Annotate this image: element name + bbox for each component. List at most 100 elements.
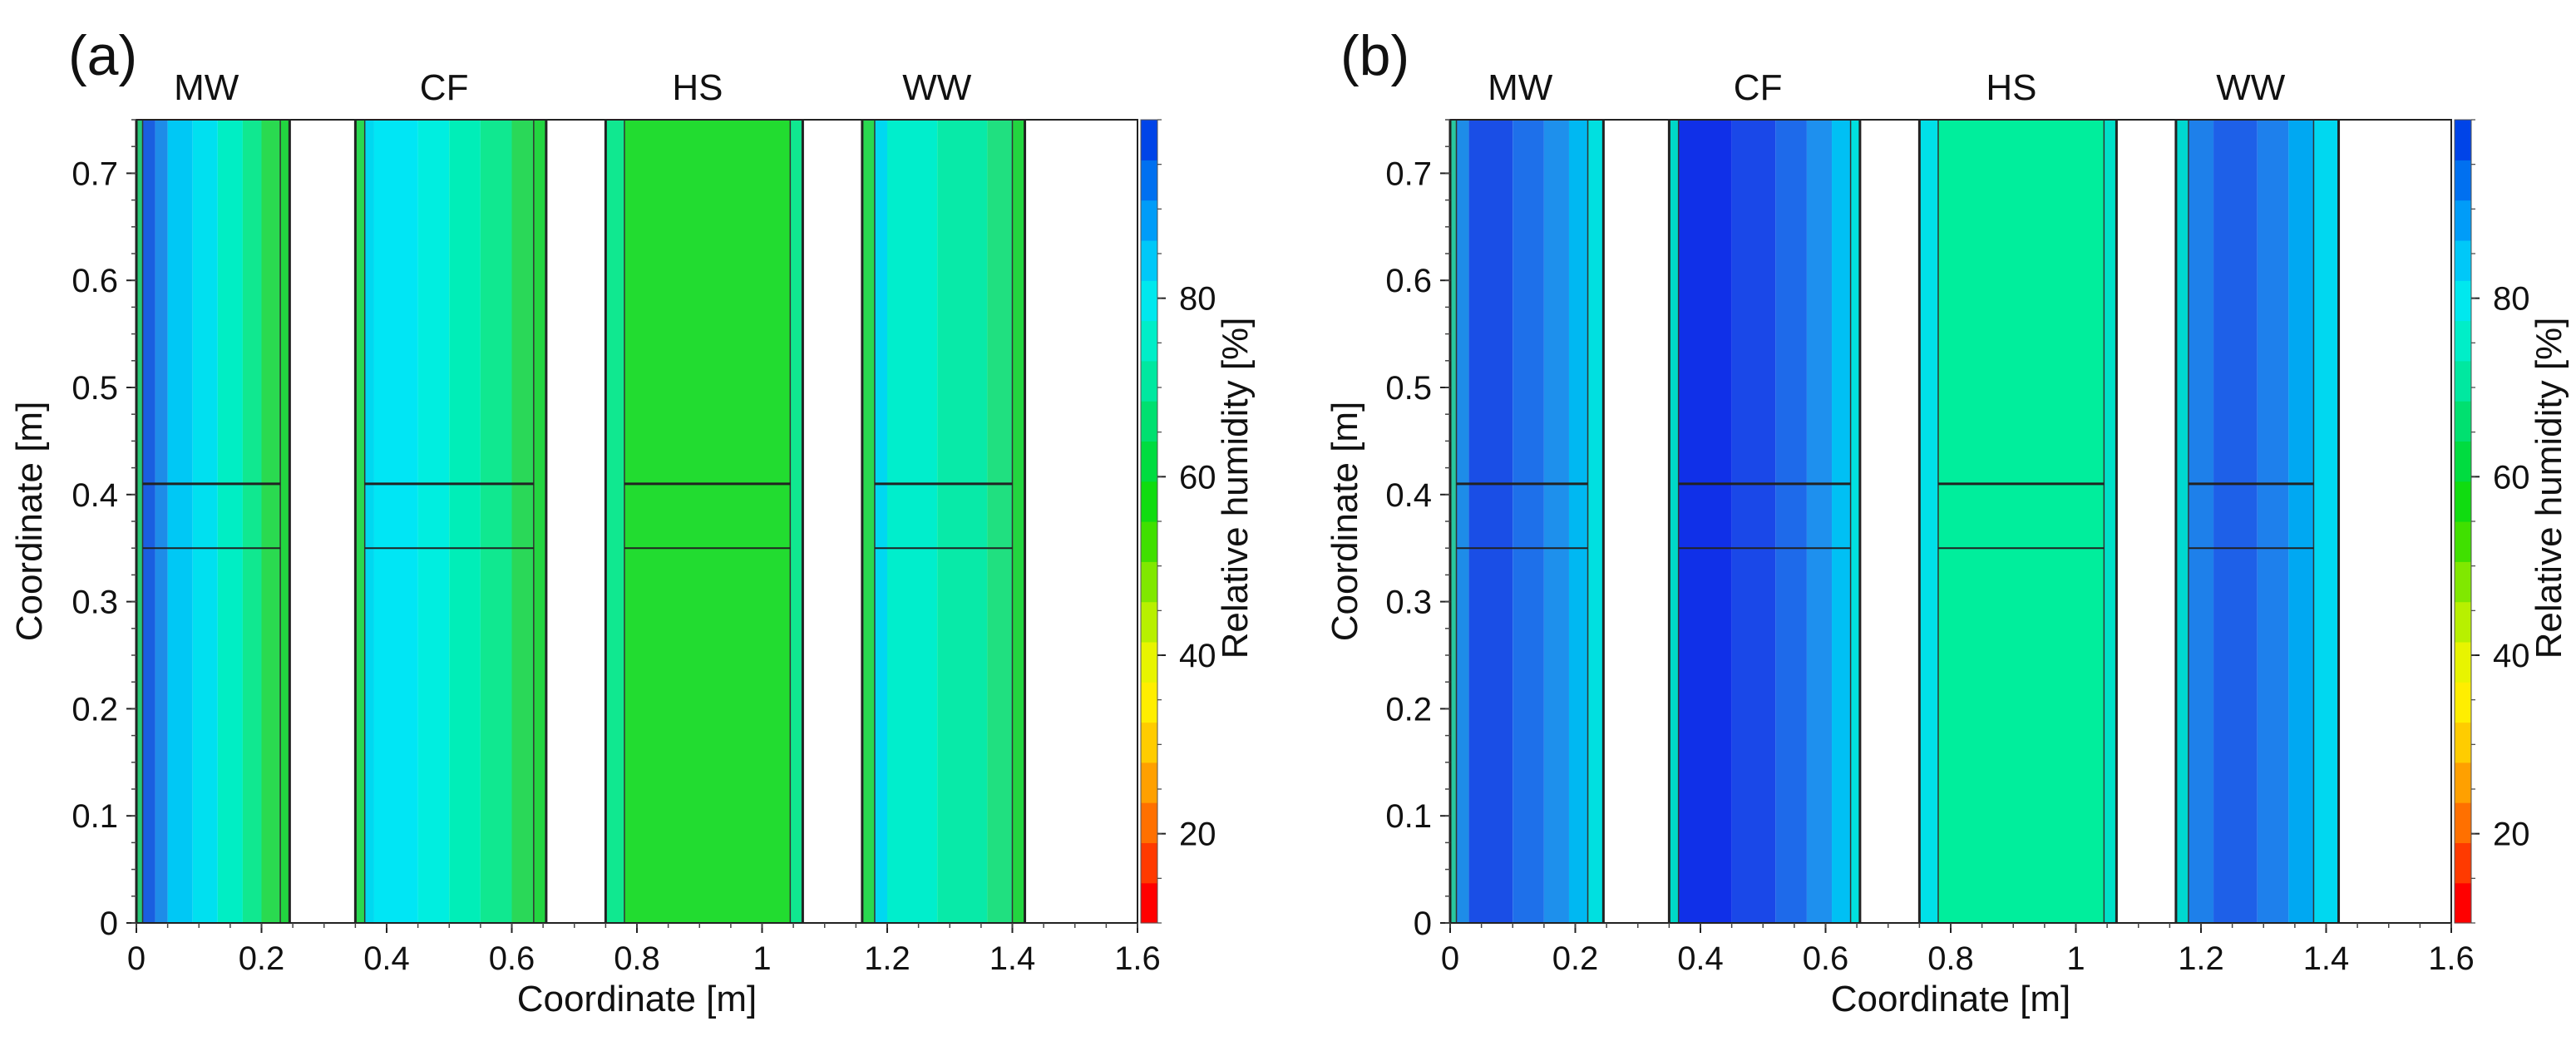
contour-band — [1587, 120, 1604, 923]
colorbar-tick-label: 20 — [2493, 817, 2530, 853]
y-tick-label: 0.3 — [1385, 585, 1432, 621]
colorbar-swatch — [2455, 842, 2471, 884]
x-tick-label: 1.2 — [864, 940, 910, 977]
x-tick-label: 0.2 — [1552, 940, 1599, 977]
contour-band — [1669, 120, 1679, 923]
panel-label: (a) — [68, 24, 137, 87]
colorbar-swatch — [1141, 120, 1157, 160]
colorbar-swatch — [2455, 120, 2471, 160]
contour-band — [417, 120, 450, 923]
y-axis-label: Coordinate [m] — [1325, 402, 1365, 642]
colorbar-swatch — [1141, 682, 1157, 723]
colorbar-swatch — [2455, 280, 2471, 322]
colorbar-label: Relative humidity [%] — [2529, 318, 2569, 659]
wall-label: CF — [420, 67, 469, 108]
contour-band — [2213, 120, 2258, 923]
wall-ww: WW — [2174, 67, 2341, 923]
colorbar-swatch — [1141, 641, 1157, 683]
contour-band — [261, 120, 281, 923]
colorbar-swatch — [2455, 521, 2471, 562]
x-tick-label: 0.6 — [1803, 940, 1849, 977]
colorbar-label: Relative humidity [%] — [1215, 318, 1256, 659]
contour-band — [2288, 120, 2314, 923]
colorbar-swatch — [2455, 441, 2471, 482]
wall-mw: MW — [1448, 67, 1605, 923]
contour-band — [987, 120, 1013, 923]
colorbar-tick-label: 40 — [1179, 638, 1216, 674]
colorbar-swatch — [1141, 239, 1157, 281]
colorbar-swatch — [2455, 401, 2471, 442]
chart-panel-b: (b) MW CF HS WW 0 0.2 0.4 0.6 0.8 1 1.2 1.4 1.6 Coordi… — [1325, 24, 2569, 1019]
x-tick-label: 0.4 — [1677, 940, 1724, 977]
contour-band — [373, 120, 418, 923]
wall-ww: WW — [861, 67, 1027, 923]
colorbar-tick-label: 40 — [2493, 638, 2530, 674]
colorbar-swatch — [2455, 561, 2471, 603]
contour-band — [624, 120, 791, 923]
y-tick-label: 0.5 — [1385, 370, 1432, 407]
contour-band — [887, 120, 938, 923]
x-tick-label: 0.8 — [1927, 940, 1974, 977]
y-tick-label: 0.7 — [1385, 155, 1432, 192]
colorbar-swatch — [1141, 401, 1157, 442]
contour-band — [874, 120, 887, 923]
wall-label: CF — [1734, 67, 1783, 108]
colorbar-swatch — [2455, 682, 2471, 723]
contour-band — [1012, 120, 1025, 923]
contour-band — [2313, 120, 2339, 923]
colorbar-swatch — [1141, 280, 1157, 322]
x-tick-label: 1.6 — [2428, 940, 2475, 977]
x-tick-label: 1.4 — [989, 940, 1036, 977]
contour-band — [1850, 120, 1860, 923]
contour-band — [1468, 120, 1513, 923]
colorbar-swatch — [1141, 360, 1157, 402]
y-tick-label: 0.6 — [1385, 263, 1432, 299]
colorbar-swatch — [1141, 160, 1157, 201]
colorbar-swatch — [2455, 762, 2471, 803]
y-tick-label: 0.1 — [1385, 798, 1432, 835]
x-tick-label: 0.6 — [489, 940, 535, 977]
contour-band — [1513, 120, 1544, 923]
y-tick-label: 0.3 — [72, 585, 118, 621]
wall-label: HS — [672, 67, 723, 108]
y-tick-label: 0.6 — [72, 263, 118, 299]
colorbar-swatch — [2455, 481, 2471, 522]
panel-label: (b) — [1340, 24, 1409, 87]
contour-band — [2257, 120, 2289, 923]
contour-band — [1543, 120, 1569, 923]
colorbar-tick-label: 80 — [1179, 281, 1216, 318]
contour-band — [1775, 120, 1807, 923]
contour-band — [1919, 120, 1938, 923]
x-tick-label: 0.2 — [239, 940, 285, 977]
colorbar-swatch — [1141, 521, 1157, 562]
contour-band — [2104, 120, 2117, 923]
contour-band — [1568, 120, 1588, 923]
colorbar-swatch — [2455, 160, 2471, 201]
contour-band — [937, 120, 988, 923]
colorbar-swatch — [2455, 200, 2471, 241]
contour-band — [605, 120, 624, 923]
x-tick-label: 1.4 — [2303, 940, 2350, 977]
x-tick-label: 1.6 — [1114, 940, 1161, 977]
wall-mw: MW — [135, 67, 291, 923]
contour-band — [790, 120, 803, 923]
contour-band — [533, 120, 546, 923]
contour-band — [136, 120, 143, 923]
x-tick-label: 1 — [2066, 940, 2085, 977]
colorbar-tick-label: 60 — [1179, 459, 1216, 496]
y-tick-label: 0.5 — [72, 370, 118, 407]
y-tick-label: 0.1 — [72, 798, 118, 835]
y-tick-label: 0.7 — [72, 155, 118, 192]
wall-label: MW — [174, 67, 239, 108]
contour-band — [242, 120, 262, 923]
x-tick-label: 0.8 — [614, 940, 660, 977]
x-tick-label: 0 — [127, 940, 146, 977]
y-tick-label: 0 — [100, 905, 118, 942]
contour-band — [167, 120, 193, 923]
colorbar-swatch — [1141, 320, 1157, 362]
y-tick-label: 0.2 — [72, 691, 118, 728]
contour-band — [1832, 120, 1851, 923]
